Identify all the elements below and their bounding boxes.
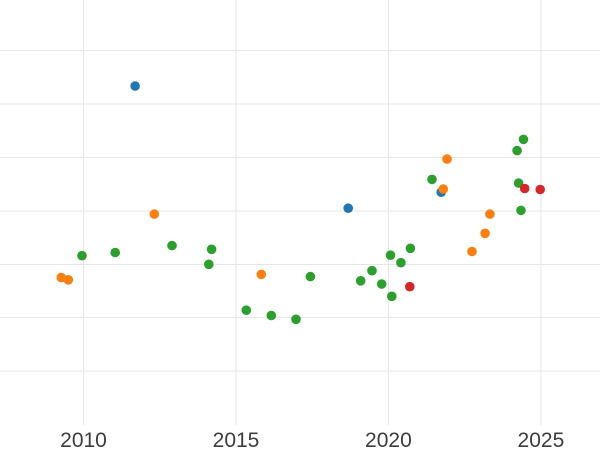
data-point-green [396, 257, 406, 268]
data-point-green [512, 145, 522, 156]
data-point-green [405, 243, 416, 254]
x-axis-tick-labels: 2010 2015 2020 2025 [60, 429, 564, 450]
data-point-orange [149, 209, 160, 219]
data-point-orange [442, 154, 452, 164]
data-point-green [387, 291, 397, 302]
data-point-green [167, 240, 177, 251]
data-point-green [266, 310, 277, 321]
data-point-green [206, 244, 217, 255]
data-point-green [518, 134, 529, 145]
data-point-blue [130, 81, 140, 91]
data-point-red [405, 281, 415, 292]
x-tick-label: 2015 [213, 429, 260, 450]
data-point-green [355, 276, 366, 286]
data-point-orange [63, 275, 74, 285]
data-point-orange [256, 269, 267, 280]
data-point-green [385, 250, 396, 260]
data-point-orange [467, 246, 477, 257]
data-point-green [110, 247, 120, 258]
data-point-green [204, 259, 214, 270]
data-point-green [77, 250, 87, 261]
data-point-blue [343, 203, 354, 213]
x-tick-label: 2025 [518, 429, 565, 450]
x-tick-label: 2020 [365, 429, 412, 450]
points-layer [56, 81, 545, 325]
data-point-orange [480, 228, 490, 239]
data-point-red [535, 184, 545, 195]
data-point-orange [438, 184, 449, 194]
data-point-green [427, 174, 437, 185]
data-point-green [241, 305, 252, 316]
data-point-green [291, 314, 301, 325]
data-point-red [519, 183, 530, 194]
data-point-green [305, 271, 316, 282]
data-point-green [516, 205, 526, 216]
data-point-green [367, 265, 377, 276]
data-point-green [376, 279, 387, 289]
data-point-orange [485, 209, 495, 219]
x-tick-label: 2010 [60, 429, 107, 450]
grid-layer [0, 0, 600, 425]
